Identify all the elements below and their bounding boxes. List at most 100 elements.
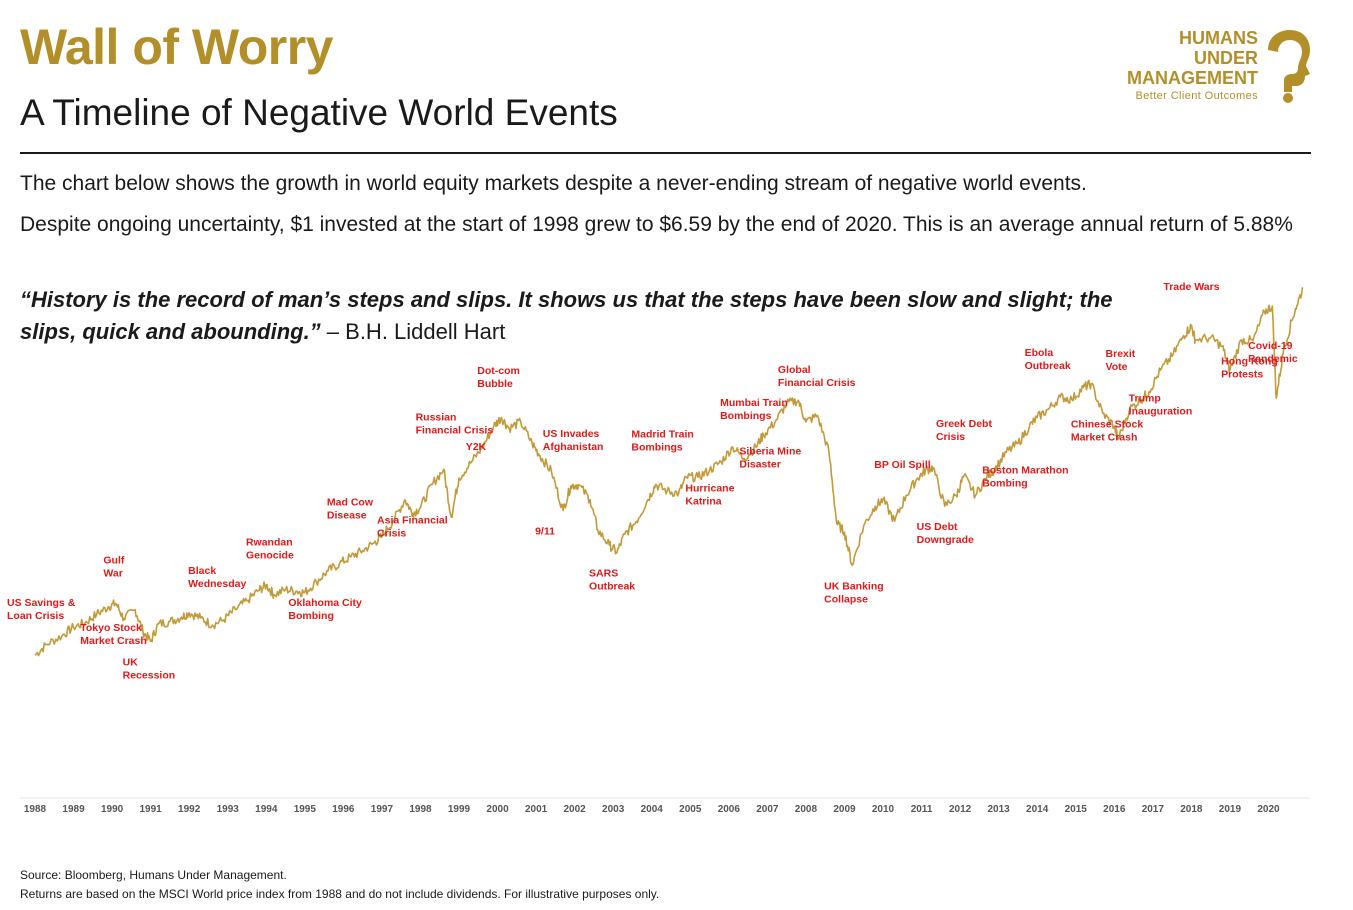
x-tick-label: 2008: [795, 804, 818, 815]
x-tick-label: 2000: [486, 804, 509, 815]
header-divider: [20, 152, 1311, 154]
event-label-line: Bubble: [477, 378, 513, 390]
event-label-line: Covid-19: [1248, 340, 1293, 352]
event-label-line: Loan Crisis: [7, 610, 64, 622]
event-label-trump-inauguration: Trump Inauguration: [1129, 392, 1193, 417]
event-label-mad-cow: Mad Cow Disease: [327, 497, 374, 522]
event-label-brexit: Brexit Vote: [1106, 348, 1136, 373]
chart-line-group: [34, 287, 1304, 657]
event-label-line: Trade Wars: [1163, 281, 1219, 293]
event-label-us-afghanistan: US Invades Afghanistan: [543, 428, 604, 453]
event-label-line: Pandemic: [1248, 353, 1298, 365]
event-label-line: Rwandan: [246, 537, 293, 549]
logo-line-3: MANAGEMENT: [1127, 68, 1258, 88]
event-label-sars: SARS Outbreak: [589, 567, 635, 592]
disclaimer-line: Returns are based on the MSCI World pric…: [20, 887, 660, 901]
event-label-mumbai-bombings: Mumbai Train Bombings: [720, 397, 788, 422]
event-label-line: Trump: [1129, 392, 1161, 404]
event-label-savings-loan: US Savings & Loan Crisis: [7, 597, 76, 622]
event-label-line: Gulf: [103, 555, 124, 567]
event-label-line: Outbreak: [589, 580, 635, 592]
event-label-line: Financial Crisis: [778, 377, 856, 389]
event-label-line: Inauguration: [1129, 405, 1193, 417]
event-label-line: Oklahoma City: [288, 597, 362, 609]
brand-logo: HUMANS UNDER MANAGEMENT Better Client Ou…: [1100, 28, 1320, 108]
intro-paragraph-2: Despite ongoing uncertainty, $1 invested…: [20, 213, 1293, 236]
logo-wordmark: HUMANS UNDER MANAGEMENT: [1127, 28, 1258, 88]
event-label-line: Wednesday: [188, 578, 246, 590]
event-label-line: SARS: [589, 567, 618, 579]
event-label-uk-recession: UK Recession: [123, 656, 176, 681]
page-subtitle: A Timeline of Negative World Events: [20, 92, 618, 133]
event-label-line: Disease: [327, 510, 367, 522]
event-label-line: Mad Cow: [327, 497, 374, 509]
x-tick-label: 2005: [679, 804, 702, 815]
event-label-uk-banking: UK Banking Collapse: [824, 580, 884, 605]
event-label-line: Siberia Mine: [739, 446, 801, 458]
event-label-siberia-mine: Siberia Mine Disaster: [739, 446, 801, 471]
event-label-line: Global: [778, 364, 811, 376]
x-tick-label: 1995: [294, 804, 317, 815]
x-tick-label: 1993: [217, 804, 240, 815]
event-label-line: Tokyo Stock: [80, 622, 142, 634]
x-tick-label: 2002: [564, 804, 587, 815]
x-tick-label: 2009: [833, 804, 856, 815]
x-tick-label: 2003: [602, 804, 625, 815]
question-head-icon: [1268, 30, 1310, 103]
event-label-line: Russian: [416, 411, 457, 423]
x-tick-label: 2016: [1103, 804, 1126, 815]
event-label-line: Y2K: [466, 441, 487, 453]
event-label-line: Madrid Train: [631, 429, 693, 441]
event-label-line: Afghanistan: [543, 441, 604, 453]
event-label-line: UK Banking: [824, 580, 884, 592]
quote-attribution: – B.H. Liddell Hart: [320, 319, 506, 344]
event-label-line: Vote: [1106, 361, 1128, 373]
event-label-gfc: Global Financial Crisis: [778, 364, 856, 389]
event-label-line: Hurricane: [685, 482, 734, 494]
x-tick-label: 1989: [62, 804, 85, 815]
event-label-line: Market Crash: [1071, 431, 1138, 443]
x-tick-label: 2014: [1026, 804, 1049, 815]
x-tick-label: 2006: [718, 804, 741, 815]
event-label-greek-debt: Greek Debt Crisis: [936, 418, 993, 443]
event-label-oklahoma-bombing: Oklahoma City Bombing: [288, 597, 362, 622]
event-label-line: Brexit: [1106, 348, 1136, 360]
event-label-china-crash: Chinese Stock Market Crash: [1071, 418, 1144, 443]
event-label-line: Ebola: [1025, 347, 1054, 359]
x-tick-label: 1996: [332, 804, 355, 815]
logo-line-1: HUMANS: [1179, 28, 1258, 48]
event-label-line: 9/11: [535, 525, 555, 537]
quote-block: “History is the record of man’s steps an…: [20, 284, 1120, 348]
event-label-black-wednesday: Black Wednesday: [188, 565, 246, 590]
event-label-line: Bombing: [288, 610, 334, 622]
event-label-ebola: Ebola Outbreak: [1025, 347, 1071, 372]
quote-text: “History is the record of man’s steps an…: [20, 287, 1113, 344]
event-label-line: Boston Marathon: [982, 464, 1068, 476]
event-label-line: Bombings: [720, 410, 771, 422]
x-axis-ticks: 1988 1989 1990 1991 1992 1993 1994 1995 1996 1997…: [24, 804, 1280, 815]
x-tick-label: 2019: [1219, 804, 1242, 815]
event-label-bp-oil: BP Oil Spill: [874, 459, 930, 471]
event-label-trade-wars: Trade Wars: [1163, 281, 1219, 293]
event-label-line: Bombing: [982, 477, 1027, 489]
event-label-line: Genocide: [246, 550, 294, 562]
x-tick-label: 1998: [409, 804, 432, 815]
logo-line-2: UNDER: [1193, 48, 1258, 68]
event-label-line: Black: [188, 565, 216, 577]
logo-tagline: Better Client Outcomes: [1135, 90, 1258, 102]
event-label-tokyo-crash: Tokyo Stock Market Crash: [80, 622, 147, 647]
x-tick-label: 1988: [24, 804, 47, 815]
event-label-madrid-bombings: Madrid Train Bombings: [631, 429, 693, 454]
event-label-line: US Savings &: [7, 597, 76, 609]
x-tick-label: 1991: [140, 804, 163, 815]
event-label-line: Crisis: [377, 528, 406, 540]
event-label-line: Protests: [1221, 368, 1263, 380]
event-label-line: Dot-com: [477, 365, 520, 377]
event-label-asia-crisis: Asia Financial Crisis: [377, 515, 448, 540]
event-label-line: BP Oil Spill: [874, 459, 930, 471]
event-label-line: Greek Debt: [936, 418, 993, 430]
x-tick-label: 1992: [178, 804, 201, 815]
x-tick-label: 2017: [1142, 804, 1165, 815]
